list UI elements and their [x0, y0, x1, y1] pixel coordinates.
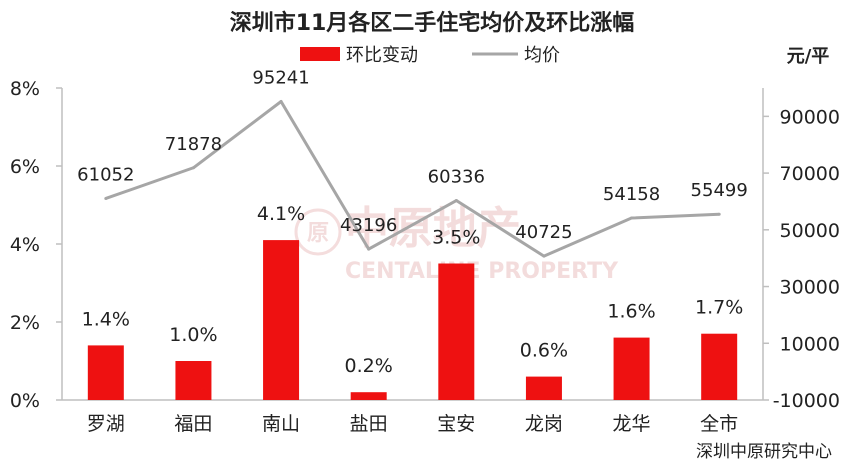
bar	[613, 337, 650, 400]
right-tick-label: 10000	[780, 333, 840, 355]
right-tick-label: 30000	[780, 277, 840, 299]
category-label: 全市	[700, 413, 738, 435]
line-data-label: 55499	[691, 180, 748, 201]
line-point	[717, 212, 721, 216]
line-data-labels: 61052 71878 95241 43196 60336 40725 54158 55499	[77, 67, 748, 243]
left-tick-label: 0%	[10, 390, 40, 412]
bar-data-label: 1.7%	[695, 297, 743, 319]
category-label: 福田	[174, 413, 212, 435]
line-data-label: 71878	[165, 134, 222, 155]
bar-data-label: 1.6%	[607, 301, 655, 323]
bar	[87, 345, 124, 400]
line-data-label: 43196	[340, 215, 397, 236]
line-point	[630, 216, 634, 220]
legend-bar-label: 环比变动	[346, 45, 418, 66]
right-tick-label: 90000	[780, 106, 840, 128]
source-note: 深圳中原研究中心	[696, 442, 832, 462]
bar	[175, 361, 212, 400]
watermark-en: CENTALINE PROPERTY	[345, 259, 619, 284]
right-tick-label: 50000	[780, 220, 840, 242]
line-point	[191, 166, 195, 170]
category-label: 罗湖	[87, 413, 125, 435]
line-data-label: 54158	[603, 184, 660, 205]
line-series	[104, 99, 721, 258]
category-label: 龙华	[613, 413, 651, 435]
right-tick-label: -10000	[773, 390, 840, 412]
bar	[438, 263, 475, 400]
left-tick-label: 4%	[10, 234, 40, 256]
legend: 环比变动 均价	[300, 45, 560, 66]
bar-data-label: 3.5%	[432, 227, 480, 249]
left-tick-label: 2%	[10, 312, 40, 334]
left-axis-ticks: 0% 2% 4% 6% 8%	[10, 78, 62, 412]
right-axis-ticks: -10000 10000 30000 50000 70000 90000	[763, 106, 840, 412]
legend-bar-swatch	[300, 47, 340, 61]
chart-title: 深圳市11月各区二手住宅均价及环比涨幅	[230, 10, 635, 36]
bar-data-label: 0.2%	[345, 355, 393, 377]
line-point	[454, 199, 458, 203]
category-label: 南山	[262, 413, 300, 435]
line-data-label: 61052	[77, 164, 134, 185]
left-tick-label: 8%	[10, 78, 40, 100]
legend-line-label: 均价	[524, 45, 560, 66]
line-point	[367, 247, 371, 251]
right-tick-label: 70000	[780, 163, 840, 185]
category-label: 龙岗	[525, 413, 563, 435]
watermark: 原 中原地产 CENTALINE PROPERTY	[294, 203, 619, 284]
bar	[263, 240, 300, 400]
line-data-label: 95241	[252, 67, 309, 88]
average-price-line	[105, 99, 720, 258]
line-point	[542, 254, 546, 258]
category-label: 盐田	[350, 413, 388, 435]
line-data-label: 40725	[515, 222, 572, 243]
right-axis-unit: 元/平	[787, 46, 830, 67]
category-labels: 罗湖 福田 南山 盐田 宝安 龙岗 龙华 全市	[87, 413, 738, 435]
line-data-label: 60336	[428, 167, 485, 188]
bar	[525, 376, 562, 400]
bar-data-label: 1.0%	[169, 324, 217, 346]
bar-data-label: 1.4%	[82, 308, 130, 330]
bar-data-labels: 1.4% 1.0% 4.1% 0.2% 3.5% 0.6% 1.6% 1.7%	[82, 203, 744, 377]
bar-series	[87, 240, 738, 400]
line-point	[104, 196, 108, 200]
bar-data-label: 0.6%	[520, 340, 568, 362]
left-tick-label: 6%	[10, 156, 40, 178]
bar	[701, 333, 738, 400]
category-label: 宝安	[437, 413, 475, 435]
watermark-seal	[294, 208, 342, 256]
bar-data-label: 4.1%	[257, 203, 305, 225]
line-point	[279, 99, 283, 103]
watermark-seal-text: 原	[307, 221, 329, 246]
bar	[350, 392, 387, 400]
